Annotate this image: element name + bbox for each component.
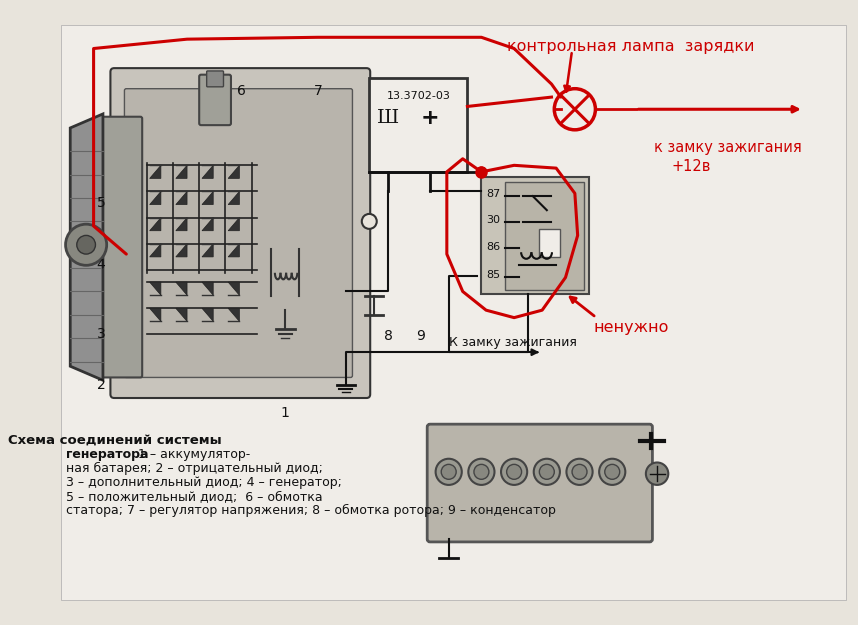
- Circle shape: [477, 168, 486, 176]
- Circle shape: [605, 464, 619, 479]
- Circle shape: [572, 464, 587, 479]
- Text: 9: 9: [416, 329, 425, 343]
- Circle shape: [436, 459, 462, 485]
- Polygon shape: [70, 114, 103, 380]
- Text: 4: 4: [97, 258, 106, 272]
- Polygon shape: [149, 282, 161, 295]
- Polygon shape: [202, 308, 213, 321]
- Text: 86: 86: [486, 242, 500, 252]
- Polygon shape: [228, 308, 239, 321]
- Polygon shape: [176, 166, 187, 178]
- Bar: [540, 229, 560, 257]
- Polygon shape: [149, 166, 161, 178]
- Circle shape: [599, 459, 625, 485]
- Circle shape: [362, 214, 377, 229]
- Text: 5: 5: [97, 196, 106, 210]
- Text: 6: 6: [237, 84, 245, 98]
- FancyBboxPatch shape: [101, 117, 142, 378]
- Text: к замку зажигания: к замку зажигания: [655, 140, 802, 155]
- FancyBboxPatch shape: [427, 424, 652, 542]
- Polygon shape: [176, 191, 187, 204]
- Circle shape: [646, 462, 668, 485]
- Text: 8: 8: [384, 329, 392, 343]
- Circle shape: [65, 224, 106, 265]
- Text: статора; 7 – регулятор напряжения; 8 – обмотка ротора; 9 – конденсатор: статора; 7 – регулятор напряжения; 8 – о…: [65, 504, 555, 517]
- Text: контрольная лампа  зарядки: контрольная лампа зарядки: [507, 39, 755, 54]
- Text: ненужно: ненужно: [594, 319, 669, 334]
- Polygon shape: [176, 244, 187, 257]
- Text: +12в: +12в: [671, 159, 710, 174]
- Text: 87: 87: [486, 189, 500, 199]
- Text: 85: 85: [486, 269, 500, 279]
- FancyBboxPatch shape: [199, 74, 231, 125]
- Polygon shape: [202, 166, 213, 178]
- FancyBboxPatch shape: [111, 68, 370, 398]
- FancyBboxPatch shape: [505, 182, 584, 289]
- Circle shape: [468, 459, 494, 485]
- Circle shape: [540, 464, 554, 479]
- Circle shape: [534, 459, 560, 485]
- FancyBboxPatch shape: [124, 89, 353, 378]
- Text: 3: 3: [97, 326, 106, 341]
- Circle shape: [76, 236, 95, 254]
- Text: 13.3702-03: 13.3702-03: [386, 91, 450, 101]
- Text: 2: 2: [97, 378, 106, 392]
- Polygon shape: [149, 191, 161, 204]
- Polygon shape: [228, 244, 239, 257]
- Polygon shape: [228, 166, 239, 178]
- Polygon shape: [228, 217, 239, 231]
- Text: 30: 30: [486, 216, 500, 226]
- Text: 1: 1: [281, 406, 290, 420]
- Text: К замку зажигания: К замку зажигания: [449, 336, 577, 349]
- Polygon shape: [176, 308, 187, 321]
- Text: 5 – положительный диод;  6 – обмотка: 5 – положительный диод; 6 – обмотка: [65, 490, 323, 503]
- Text: Ш: Ш: [377, 109, 399, 127]
- FancyBboxPatch shape: [369, 78, 468, 172]
- Circle shape: [566, 459, 593, 485]
- Text: +: +: [420, 107, 439, 127]
- FancyBboxPatch shape: [481, 177, 589, 294]
- Text: Схема соединений системы: Схема соединений системы: [9, 434, 222, 447]
- Text: 7: 7: [313, 84, 323, 98]
- Polygon shape: [228, 191, 239, 204]
- FancyBboxPatch shape: [207, 71, 223, 87]
- Circle shape: [506, 464, 522, 479]
- Polygon shape: [176, 217, 187, 231]
- Polygon shape: [228, 282, 239, 295]
- Text: ная батарея; 2 – отрицательный диод;: ная батарея; 2 – отрицательный диод;: [65, 462, 323, 475]
- Text: 1 – аккумулятор-: 1 – аккумулятор-: [138, 448, 251, 461]
- Polygon shape: [202, 191, 213, 204]
- Polygon shape: [202, 244, 213, 257]
- Circle shape: [441, 464, 456, 479]
- Polygon shape: [149, 308, 161, 321]
- Polygon shape: [149, 217, 161, 231]
- Polygon shape: [202, 282, 213, 295]
- Circle shape: [474, 464, 489, 479]
- Polygon shape: [176, 282, 187, 295]
- Circle shape: [501, 459, 527, 485]
- Text: 3 – дополнительный диод; 4 – генератор;: 3 – дополнительный диод; 4 – генератор;: [65, 476, 341, 489]
- Polygon shape: [202, 217, 213, 231]
- Text: генератора: генератора: [65, 448, 148, 461]
- Polygon shape: [149, 244, 161, 257]
